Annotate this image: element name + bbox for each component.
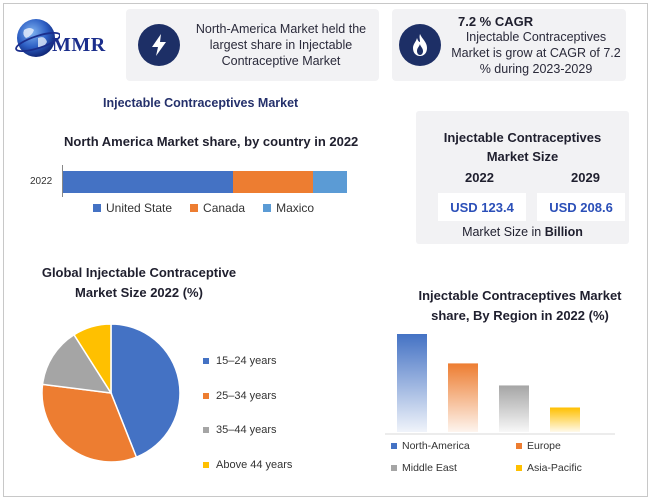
legend-label: Above 44 years [216,458,293,471]
legend-label: Europe [527,440,561,452]
pie-legend-item-25-34-years: 25–34 years [203,379,292,414]
region-bar-middle-east [499,385,529,432]
market-size-value-2029: USD 208.6 [537,193,625,221]
legend-label: Middle East [402,462,457,474]
region-share-legend: North-America Europe Middle East Asia-Pacif… [391,440,611,474]
legend-label: Asia-Pacific [527,462,582,474]
pie-slice-15-24-years [110,323,181,459]
pie-legend-item-above-44-years: Above 44 years [203,448,292,483]
legend-swatch [203,427,209,434]
pie-slice-25-34-years [41,383,138,463]
legend-item-canada: Canada [190,201,245,215]
legend-label: 15–24 years [216,355,277,368]
pie-title-line2: Market Size 2022 (%) [75,285,203,300]
legend-swatch [93,204,101,212]
market-size-unit-prefix: Market Size in [462,225,545,239]
country-share-stacked-bar [63,171,347,193]
bar-segment-united-state [63,171,234,193]
market-size-title: Injectable Contraceptives Market Size [416,128,629,166]
cagr-card-text: Injectable Contraceptives Market is grow… [451,30,621,76]
legend-swatch [516,465,522,471]
region-bar-asia-pacific [550,407,580,432]
market-size-box: Injectable Contraceptives Market Size 20… [416,111,629,244]
bar-segment-maxico [312,171,347,193]
bar-category-label: 2022 [30,176,53,187]
legend-swatch [391,465,397,471]
region-share-bar-chart [385,334,615,435]
region-legend-item-asia-pacific: Asia-Pacific [516,462,611,474]
legend-label: 35–44 years [216,424,277,437]
globe-icon [15,19,60,57]
legend-label: United State [106,201,173,215]
flame-icon [399,24,441,66]
country-share-legend: United State Canada Maxico [93,201,314,215]
legend-swatch [190,204,199,212]
pie-legend-item-15-24-years: 15–24 years [203,344,292,379]
region-bar-europe [448,363,478,432]
market-size-unit: Market Size in Billion [416,225,629,239]
market-size-title-line2: Market Size [486,149,559,164]
market-size-value-2022: USD 123.4 [438,193,526,221]
logo-text: MMR [52,34,106,56]
legend-item-united-state: United State [93,201,172,215]
pie-legend-item-35-44-years: 35–44 years [203,413,292,448]
legend-label: Canada [203,201,246,215]
legend-swatch [516,443,522,449]
region-title-line2: share, By Region in 2022 (%) [431,308,609,323]
mmr-logo: MMR [12,14,124,64]
legend-label: North-America [402,440,470,452]
legend-swatch [203,392,209,399]
pie-title-line1: Global Injectable Contraceptive [41,265,237,280]
age-share-pie-title: Global Injectable Contraceptive Market S… [30,263,248,303]
country-share-chart-title: North America Market share, by country i… [64,134,359,149]
pie-slice-above-44-years [72,323,112,396]
region-legend-item-north-america: North-America [391,440,516,452]
cagr-card: 7.2 % CAGR Injectable Contraceptives Mar… [392,9,626,81]
age-share-pie-legend: 15–24 years 25–34 years 35–44 years Above 4… [203,344,292,482]
legend-label: Maxico [276,201,315,215]
region-legend-item-europe: Europe [516,440,611,452]
region-title-line1: Injectable Contraceptives Market [418,288,622,303]
market-size-title-line1: Injectable Contraceptives [443,130,602,145]
lightning-bolt-icon [138,24,180,66]
cagr-title: 7.2 % CAGR [458,14,534,29]
main-title: Injectable Contraceptives Market [103,96,299,110]
infographic-frame [3,3,648,497]
bar-axis-line [62,165,63,197]
legend-label: 25–34 years [216,389,277,402]
pie-slice-35-44-years [41,333,113,394]
region-legend-item-middle-east: Middle East [391,462,516,474]
market-size-year-2022: 2022 [465,170,494,185]
region-bar-north-america [397,334,427,432]
legend-swatch [391,443,397,449]
region-share-chart-title: Injectable Contraceptives Market share, … [404,286,636,326]
north-america-card-text: North-America Market held the largest sh… [195,22,367,68]
market-size-year-2029: 2029 [571,170,600,185]
legend-item-maxico: Maxico [263,201,314,215]
legend-swatch [203,358,209,365]
legend-swatch [203,461,209,468]
market-size-unit-bold: Billion [544,225,583,239]
age-share-pie-chart [41,323,181,463]
bar-segment-canada [233,171,313,193]
legend-swatch [263,204,272,212]
north-america-card: North-America Market held the largest sh… [126,9,379,81]
